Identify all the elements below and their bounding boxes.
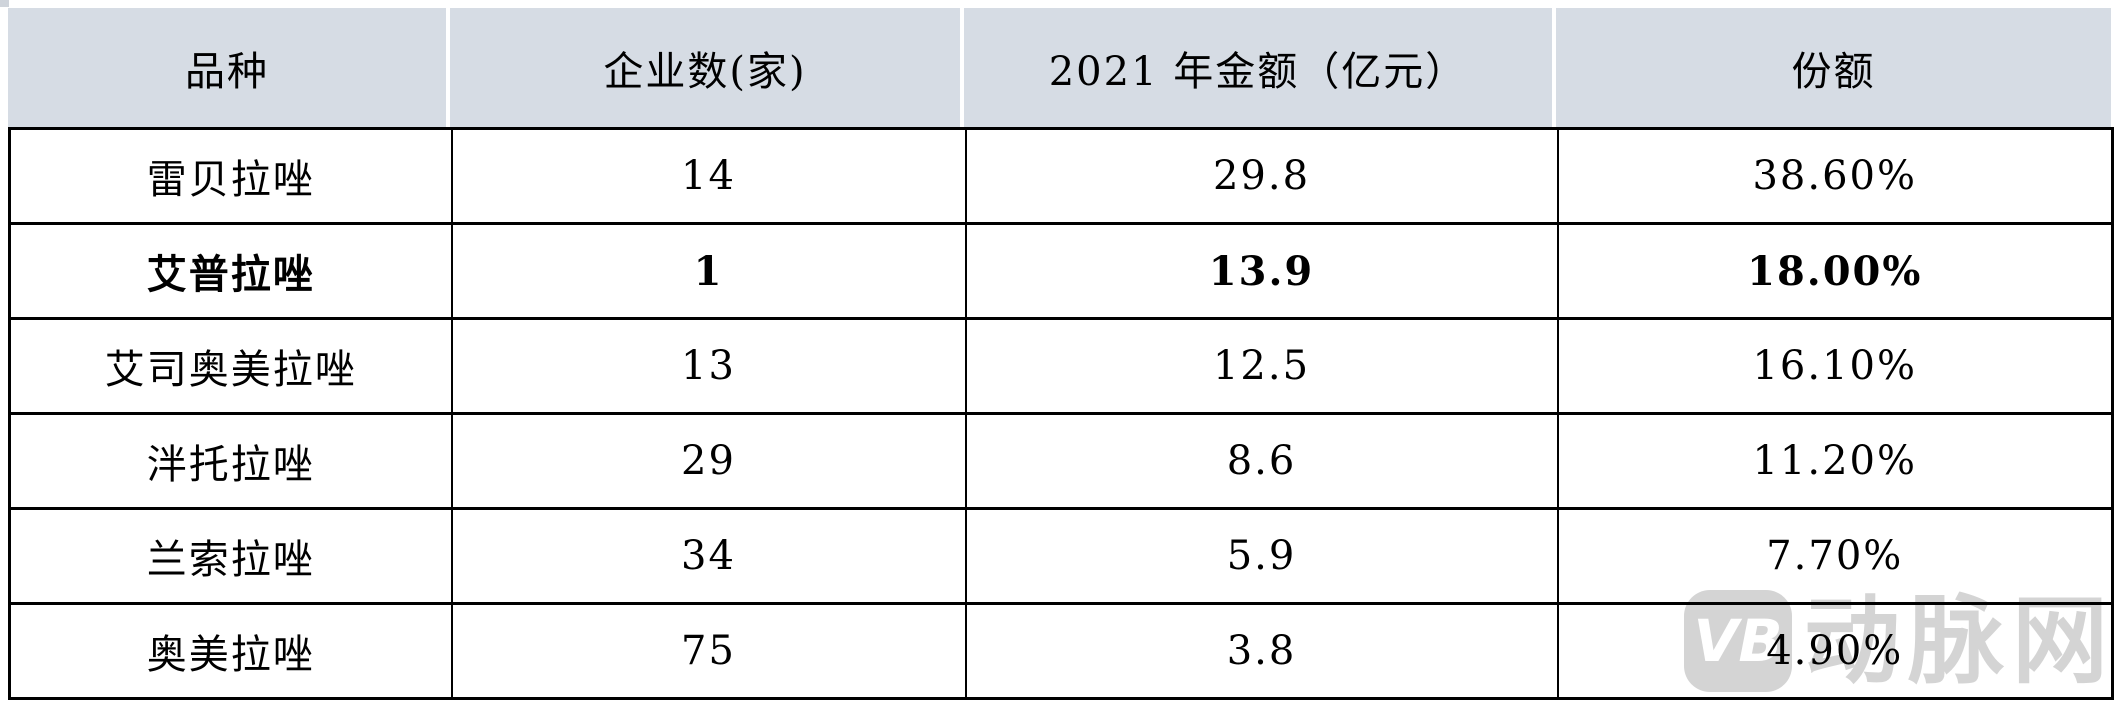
cell-share: 16.10% [1556, 317, 2114, 415]
data-table: 品种 企业数(家) 2021 年金额（亿元） 份额 雷贝拉唑 14 29.8 3… [8, 8, 2114, 700]
cell-variety: 泮托拉唑 [8, 412, 453, 510]
table-row: 雷贝拉唑 14 29.8 38.60% [8, 127, 2114, 225]
cell-amount: 5.9 [964, 507, 1559, 605]
cell-companies: 29 [450, 412, 967, 510]
table-row: 兰索拉唑 34 5.9 7.70% [8, 507, 2114, 605]
column-header-share: 份额 [1556, 8, 2111, 127]
cell-amount: 13.9 [964, 222, 1559, 320]
table-row: 奥美拉唑 75 3.8 4.90% [8, 602, 2114, 700]
cell-share: 11.20% [1556, 412, 2114, 510]
cell-variety: 奥美拉唑 [8, 602, 453, 700]
table-header-row: 品种 企业数(家) 2021 年金额（亿元） 份额 [8, 8, 2111, 127]
table-body: 雷贝拉唑 14 29.8 38.60% 艾普拉唑 1 13.9 18.00% 艾… [8, 127, 2114, 700]
cell-variety: 雷贝拉唑 [8, 127, 453, 225]
cell-companies: 13 [450, 317, 967, 415]
table-row: 艾司奥美拉唑 13 12.5 16.10% [8, 317, 2114, 415]
crop-artifact [0, 0, 9, 7]
cell-variety: 兰索拉唑 [8, 507, 453, 605]
table-row: 泮托拉唑 29 8.6 11.20% [8, 412, 2114, 510]
cell-variety: 艾司奥美拉唑 [8, 317, 453, 415]
cell-amount: 12.5 [964, 317, 1559, 415]
cell-amount: 8.6 [964, 412, 1559, 510]
column-header-variety: 品种 [8, 8, 450, 127]
cell-share: 4.90% [1556, 602, 2114, 700]
cell-share: 7.70% [1556, 507, 2114, 605]
column-header-amount: 2021 年金额（亿元） [964, 8, 1556, 127]
cell-companies: 34 [450, 507, 967, 605]
cell-share: 38.60% [1556, 127, 2114, 225]
cell-amount: 29.8 [964, 127, 1559, 225]
cell-companies: 1 [450, 222, 967, 320]
table-row: 艾普拉唑 1 13.9 18.00% [8, 222, 2114, 320]
cell-share: 18.00% [1556, 222, 2114, 320]
cell-companies: 14 [450, 127, 967, 225]
cell-companies: 75 [450, 602, 967, 700]
cell-variety: 艾普拉唑 [8, 222, 453, 320]
column-header-companies: 企业数(家) [450, 8, 964, 127]
cell-amount: 3.8 [964, 602, 1559, 700]
